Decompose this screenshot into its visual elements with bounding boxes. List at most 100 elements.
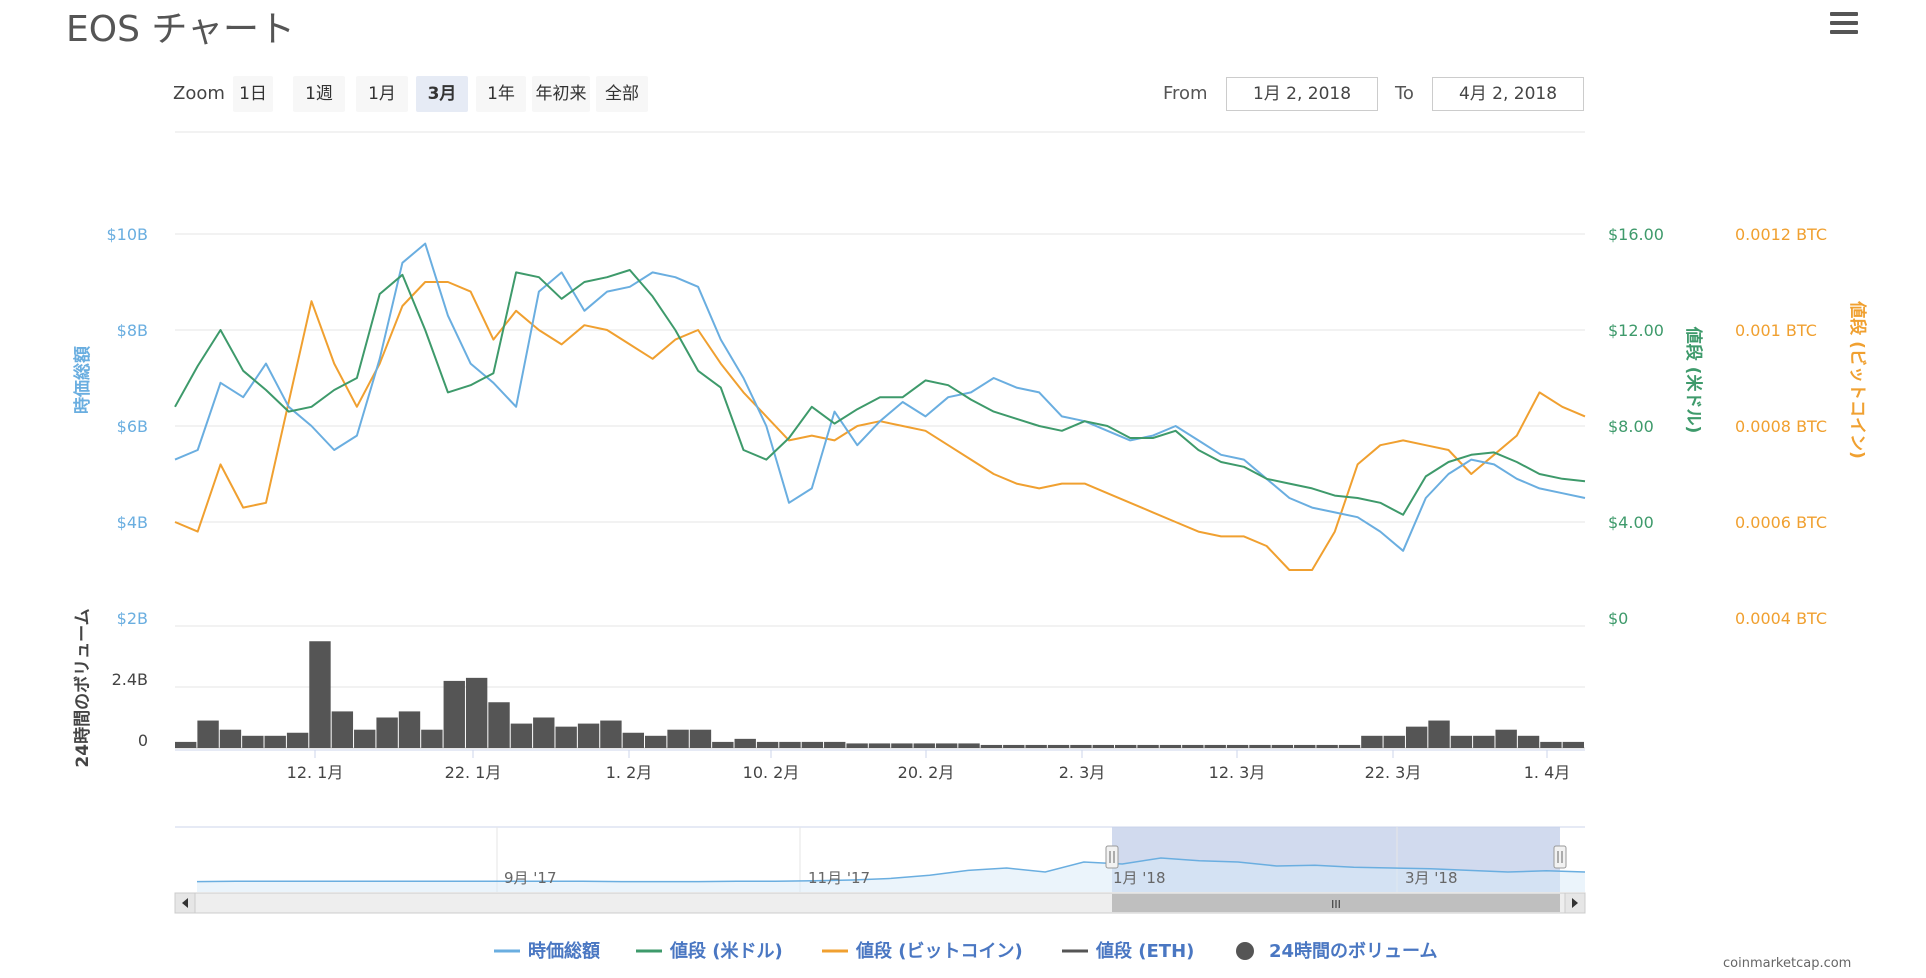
volume-bar: [1070, 744, 1092, 748]
market-cap-tick-label: $10B: [106, 225, 148, 244]
from-label: From: [1163, 83, 1208, 104]
volume-bar: [868, 743, 891, 748]
x-tick-label: 20. 2月: [898, 763, 955, 782]
scrollbar-thumb: [1112, 894, 1560, 912]
hamburger-menu-icon[interactable]: [1830, 12, 1858, 36]
volume-bar: [1517, 735, 1540, 748]
scrollbar-grip-icon: III: [1331, 898, 1341, 911]
volume-bar: [667, 729, 689, 748]
volume-bar: [846, 743, 868, 748]
volume-bar: [1450, 735, 1473, 748]
legend-item[interactable]: 値段 (ETH): [1095, 940, 1194, 962]
btc-tick-label: 0.0012 BTC: [1735, 225, 1827, 244]
navigator-handle: [1553, 845, 1567, 869]
legend-item[interactable]: 値段 (ビットコイン): [855, 940, 1023, 962]
zoom-1w-button[interactable]: 1週: [293, 76, 345, 112]
usd-tick-label: $16.00: [1608, 225, 1664, 244]
volume-bar: [734, 738, 756, 748]
volume-bar: [1092, 744, 1114, 748]
volume-bar: [577, 723, 600, 748]
volume-bar: [1047, 744, 1070, 748]
volume-bar: [1249, 744, 1271, 748]
market-cap-tick-label: $4B: [117, 513, 148, 532]
navigator-area: [197, 858, 1585, 892]
volume-bar: [421, 729, 443, 748]
volume-bar: [1383, 735, 1405, 748]
scroll-right-arrow-icon: [1572, 898, 1578, 908]
legend-item[interactable]: 値段 (米ドル): [669, 940, 783, 962]
to-date-input[interactable]: [1432, 77, 1584, 111]
volume-bar: [1271, 744, 1294, 748]
volume-tick-label: 0: [138, 731, 148, 750]
navigator-handle: [1105, 845, 1119, 869]
usd-tick-label: $12.00: [1608, 321, 1664, 340]
navigator-label: 9月 '17: [504, 869, 557, 887]
from-date-input[interactable]: [1226, 77, 1378, 111]
btc-axis-title: 値段 (ビットコイン): [1847, 300, 1868, 458]
zoom-1y-button[interactable]: 1年: [476, 76, 526, 112]
volume-bar: [1316, 744, 1338, 748]
volume-tick-label: 2.4B: [112, 670, 148, 689]
volume-bar: [443, 680, 465, 748]
x-tick-label: 2. 3月: [1059, 763, 1106, 782]
x-tick-label: 10. 2月: [743, 763, 800, 782]
btc-tick-label: 0.0004 BTC: [1735, 609, 1827, 628]
credit-link[interactable]: coinmarketcap.com: [1723, 956, 1852, 971]
usd-axis-title: 値段 (米ドル): [1683, 326, 1704, 433]
volume-bar: [1025, 744, 1047, 748]
volume-bar: [1182, 744, 1204, 748]
market-cap-tick-label: $8B: [117, 321, 148, 340]
market-cap-line: [174, 242, 1586, 552]
zoom-all-button[interactable]: 全部: [596, 76, 648, 112]
volume-bar: [622, 732, 644, 748]
legend-item[interactable]: 時価総額: [528, 940, 600, 962]
volume-bar: [1204, 744, 1226, 748]
market-cap-axis-title: 時価総額: [72, 346, 93, 414]
btc-tick-label: 0.0008 BTC: [1735, 417, 1827, 436]
volume-bar: [600, 720, 622, 748]
volume-bar: [264, 735, 286, 748]
volume-bar: [958, 743, 980, 748]
volume-bar: [1338, 744, 1361, 748]
volume-bar: [1003, 744, 1025, 748]
usd-tick-label: $4.00: [1608, 513, 1654, 532]
volume-bar: [913, 743, 935, 748]
volume-bar: [689, 729, 712, 748]
volume-bar: [756, 741, 779, 748]
volume-bar: [376, 717, 398, 748]
navigator-label: 11月 '17: [808, 869, 870, 887]
scroll-left-arrow-icon: [182, 898, 188, 908]
volume-bar: [824, 741, 846, 748]
legend-item[interactable]: 24時間のボリューム: [1269, 941, 1438, 962]
x-tick-label: 12. 3月: [1209, 763, 1266, 782]
btc-tick-label: 0.001 BTC: [1735, 321, 1817, 340]
volume-bar: [175, 741, 197, 748]
volume-bar: [1405, 726, 1428, 748]
volume-bar: [510, 723, 533, 748]
zoom-ytd-button[interactable]: 年初来: [532, 76, 590, 112]
volume-bar: [980, 744, 1003, 748]
zoom-1d-button[interactable]: 1日: [233, 76, 273, 112]
navigator-label: 1月 '18: [1113, 869, 1166, 887]
market-cap-tick-label: $6B: [117, 417, 148, 436]
usd-price-line: [174, 269, 1586, 516]
volume-bar: [331, 711, 354, 748]
volume-bar: [712, 741, 734, 748]
volume-bar: [1137, 744, 1159, 748]
volume-bar: [309, 641, 331, 748]
legend-marker: [1236, 942, 1254, 960]
navigator-label: 3月 '18: [1405, 869, 1458, 887]
volume-bar: [219, 729, 242, 748]
zoom-3m-button[interactable]: 3月: [416, 76, 468, 112]
page-title: EOS チャート: [66, 9, 296, 50]
zoom-1m-button[interactable]: 1月: [356, 76, 408, 112]
volume-bar: [1294, 744, 1316, 748]
volume-bar: [1473, 735, 1495, 748]
volume-bar: [488, 702, 510, 748]
volume-bar: [935, 743, 958, 748]
market-cap-tick-label: $2B: [117, 609, 148, 628]
volume-bar: [242, 735, 264, 748]
x-tick-label: 1. 2月: [606, 763, 653, 782]
zoom-label: Zoom: [173, 83, 225, 104]
